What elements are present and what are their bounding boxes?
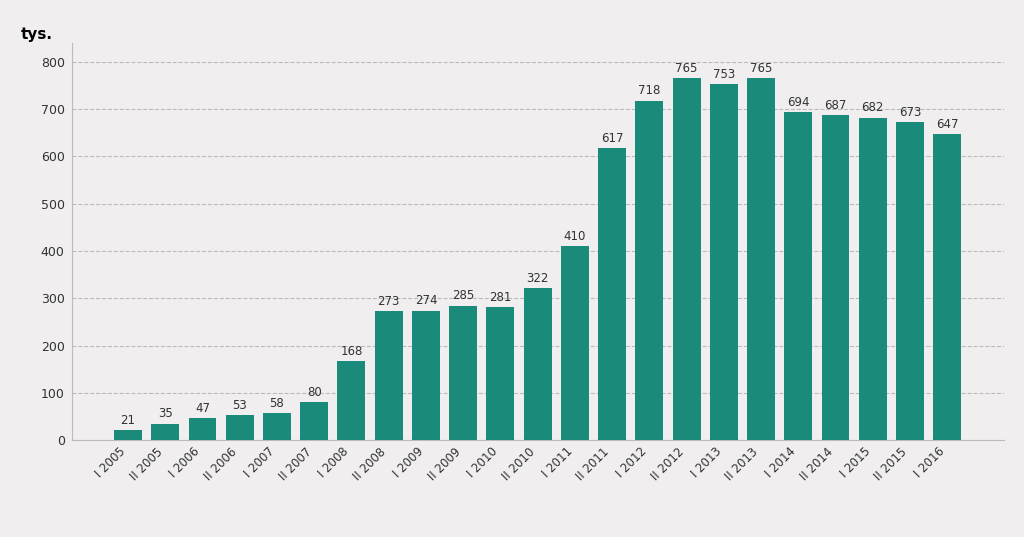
Text: 694: 694 <box>787 96 810 108</box>
Bar <box>933 134 962 440</box>
Text: 281: 281 <box>489 291 512 304</box>
Text: 47: 47 <box>195 402 210 415</box>
Bar <box>338 361 366 440</box>
Bar <box>114 431 142 440</box>
Bar <box>748 78 775 440</box>
Text: 687: 687 <box>824 99 847 112</box>
Text: 673: 673 <box>899 106 922 119</box>
Bar <box>784 112 812 440</box>
Bar <box>225 415 254 440</box>
Bar <box>859 118 887 440</box>
Text: 53: 53 <box>232 399 247 412</box>
Text: 322: 322 <box>526 272 549 285</box>
Text: 274: 274 <box>415 294 437 307</box>
Text: 647: 647 <box>936 118 958 131</box>
Text: 35: 35 <box>158 408 173 420</box>
Bar <box>412 311 440 440</box>
Text: 168: 168 <box>340 345 362 358</box>
Text: 682: 682 <box>861 101 884 114</box>
Text: 80: 80 <box>307 386 322 399</box>
Bar <box>673 78 700 440</box>
Text: 273: 273 <box>378 295 399 308</box>
Bar <box>486 307 514 440</box>
Text: 718: 718 <box>638 84 660 97</box>
Text: 617: 617 <box>601 132 624 145</box>
Text: 21: 21 <box>121 414 135 427</box>
Text: 410: 410 <box>563 230 586 243</box>
Text: 765: 765 <box>750 62 772 75</box>
Bar <box>188 418 216 440</box>
Bar <box>896 122 924 440</box>
Text: 58: 58 <box>269 397 285 410</box>
Text: 753: 753 <box>713 68 735 81</box>
Text: 765: 765 <box>676 62 697 75</box>
Bar <box>450 306 477 440</box>
Bar <box>300 403 328 440</box>
Bar <box>263 413 291 440</box>
Bar <box>561 246 589 440</box>
Bar <box>152 424 179 440</box>
Bar <box>598 148 626 440</box>
Text: tys.: tys. <box>20 27 52 42</box>
Bar <box>375 311 402 440</box>
Bar <box>635 100 664 440</box>
Bar <box>821 115 850 440</box>
Bar <box>710 84 737 440</box>
Text: 285: 285 <box>452 289 474 302</box>
Bar <box>523 288 552 440</box>
